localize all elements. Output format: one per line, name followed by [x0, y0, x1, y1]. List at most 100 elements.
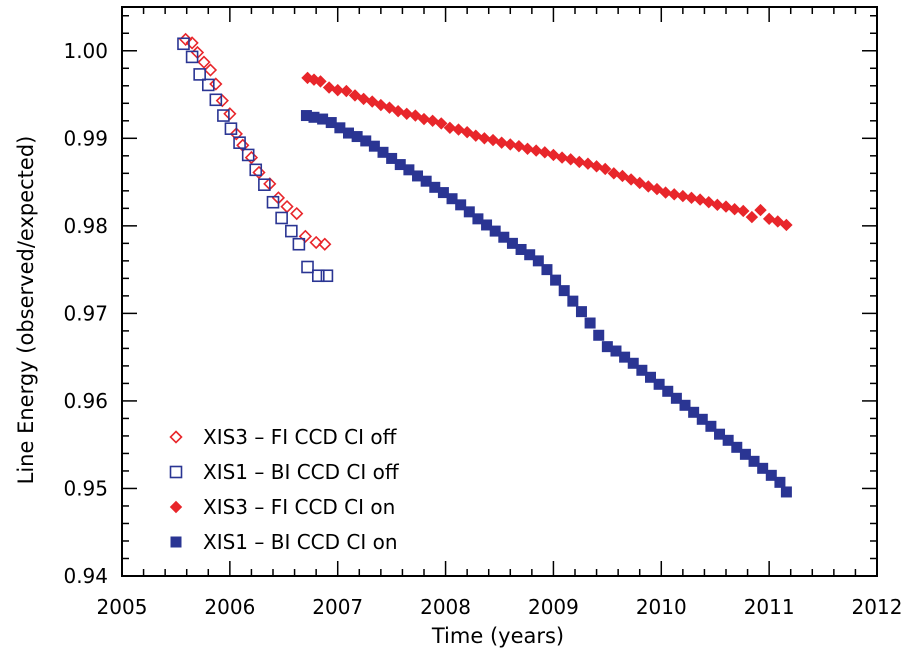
data-point — [298, 229, 312, 243]
y-tick-label: 0.95 — [63, 476, 108, 500]
legend-label: XIS1 – BI CCD CI off — [203, 460, 400, 484]
legend-item: XIS3 – FI CCD CI off — [169, 425, 398, 449]
series-2 — [177, 37, 334, 283]
legend-label: XIS3 – FI CCD CI on — [203, 495, 395, 519]
data-point — [711, 198, 724, 212]
legend-marker — [169, 500, 183, 514]
data-point — [748, 455, 760, 467]
data-point — [241, 148, 255, 162]
data-point — [506, 237, 518, 249]
data-point — [728, 203, 741, 216]
data-point — [633, 176, 646, 190]
data-point — [403, 164, 415, 176]
data-point — [292, 237, 306, 251]
data-point — [688, 406, 700, 418]
data-point — [383, 101, 396, 114]
data-point — [529, 144, 543, 157]
y-tick-label: 0.99 — [63, 126, 108, 150]
y-tick-label: 0.94 — [63, 564, 108, 588]
data-point — [193, 68, 206, 81]
data-point — [209, 93, 223, 107]
data-point — [258, 178, 271, 192]
x-tick-label: 2010 — [636, 595, 687, 619]
x-tick-label: 2006 — [204, 595, 255, 619]
data-point — [504, 138, 517, 151]
data-point — [653, 378, 665, 390]
data-point — [229, 127, 243, 141]
data-point — [368, 140, 380, 152]
data-point — [455, 199, 467, 211]
data-point — [197, 55, 211, 69]
x-tick-label: 2012 — [852, 595, 903, 619]
data-point — [616, 169, 629, 183]
data-point — [203, 63, 218, 77]
data-point — [417, 112, 431, 126]
data-point — [223, 107, 237, 121]
data-point — [636, 364, 648, 376]
data-point — [201, 78, 215, 92]
data-point — [285, 224, 298, 238]
data-point — [685, 191, 698, 205]
series-4 — [300, 110, 792, 498]
data-point — [573, 155, 586, 169]
x-tick-label: 2005 — [97, 595, 148, 619]
x-tick-label: 2008 — [420, 595, 471, 619]
data-point — [215, 94, 229, 108]
data-point — [662, 385, 674, 397]
data-point — [757, 462, 769, 474]
data-point — [460, 125, 474, 139]
data-point — [340, 84, 353, 98]
data-point — [348, 89, 362, 102]
data-point — [443, 121, 457, 135]
data-point — [311, 269, 325, 283]
data-point — [521, 142, 534, 156]
data-point — [780, 486, 792, 498]
y-tick-label: 0.97 — [63, 301, 108, 325]
y-tick-label: 1.00 — [63, 39, 108, 63]
data-point — [280, 199, 294, 214]
legend-item: XIS1 – BI CCD CI off — [169, 460, 400, 484]
data-point — [598, 162, 612, 176]
data-point — [252, 165, 266, 180]
data-point — [722, 434, 734, 446]
data-point — [177, 37, 190, 51]
data-point — [489, 225, 501, 237]
data-point — [524, 249, 536, 261]
data-point — [437, 187, 449, 199]
data-point — [301, 260, 314, 274]
data-point — [659, 186, 672, 199]
data-point — [593, 329, 605, 341]
data-point — [185, 50, 199, 64]
data-point — [409, 109, 422, 122]
x-tick-label: 2007 — [312, 595, 363, 619]
x-tick-label: 2011 — [744, 595, 795, 619]
data-point — [331, 83, 344, 97]
data-point — [366, 95, 379, 108]
data-point — [765, 469, 777, 481]
data-point — [400, 107, 413, 121]
data-point — [610, 345, 622, 357]
data-point — [679, 399, 691, 411]
data-point — [555, 151, 569, 164]
data-point — [495, 136, 508, 149]
data-point — [217, 109, 230, 122]
data-point — [696, 413, 708, 425]
legend-marker — [169, 465, 183, 479]
data-point — [309, 235, 323, 250]
data-point — [754, 203, 767, 217]
data-point — [498, 231, 510, 243]
data-point — [737, 204, 750, 218]
data-point — [627, 357, 639, 369]
data-point — [318, 237, 332, 251]
data-point — [771, 215, 784, 228]
data-point — [714, 428, 726, 440]
legend-label: XIS1 – BI CCD CI on — [203, 530, 398, 554]
data-point — [575, 306, 587, 318]
data-point — [584, 317, 596, 329]
axes-layer: 2005 2006 2007 2008 2009 2010 2011 2012 0.94 0.95… — [63, 6, 903, 619]
legend-item: XIS3 – FI CCD CI on — [169, 495, 395, 519]
data-point — [541, 264, 553, 276]
plot-frame — [121, 6, 878, 577]
data-point — [645, 371, 656, 383]
